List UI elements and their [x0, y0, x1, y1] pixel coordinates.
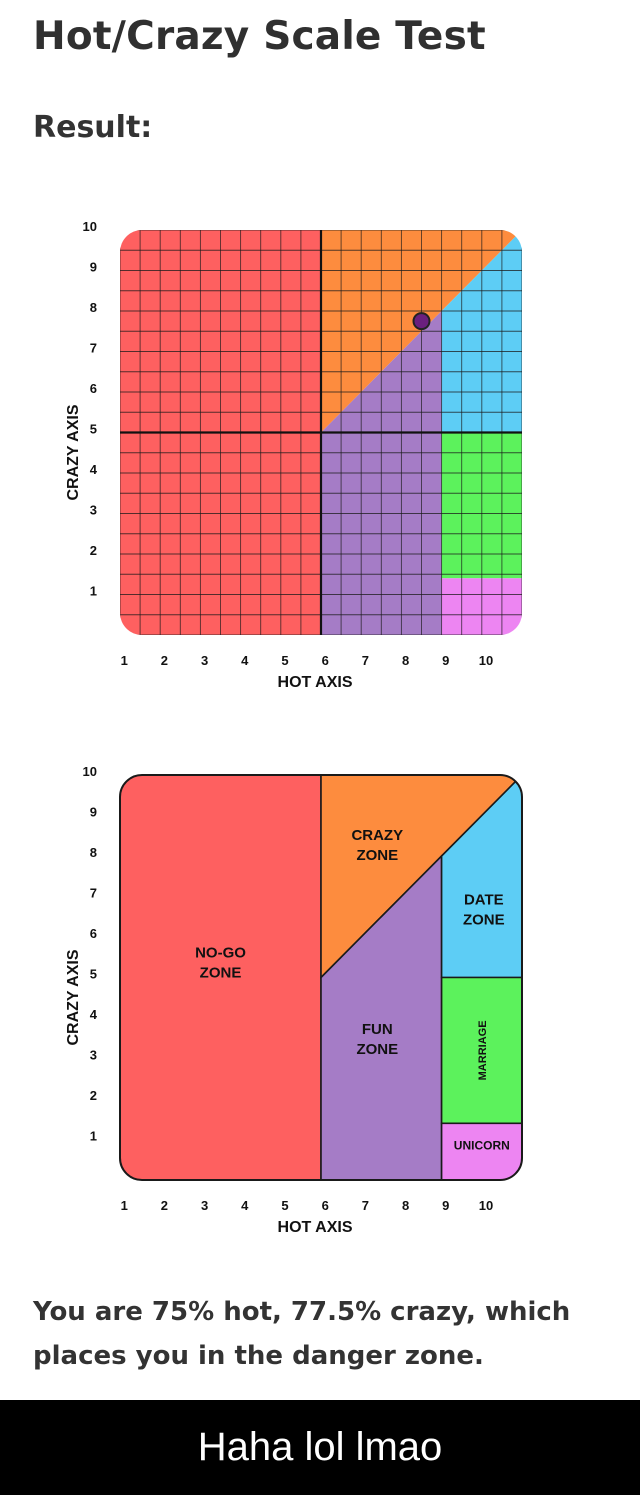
hot-crazy-zone-chart: NO-GO ZONE CRAZY ZONE FUN ZONE DATE ZONE MARRIAG… [65, 764, 523, 1236]
chart1-x-tick-label: 9 [442, 653, 449, 668]
chart1-x-tick-label: 7 [362, 653, 369, 668]
chart1-y-tick-label: 6 [90, 381, 97, 396]
chart1-x-tick-label: 8 [402, 653, 409, 668]
chart1-x-tick-label: 3 [201, 653, 208, 668]
chart1-y-tick-label: 3 [90, 503, 97, 518]
chart2-x-tick-label: 4 [241, 1198, 249, 1213]
chart2-y-tick-label: 3 [90, 1048, 97, 1063]
chart1-x-tick-label: 10 [479, 653, 493, 668]
chart2-y-tick-label: 7 [90, 886, 97, 901]
chart1-plot-area [120, 230, 522, 635]
chart2-y-axis-label: CRAZY AXIS [65, 949, 82, 1045]
chart1-result-point [412, 312, 431, 331]
result-text: You are 75% hot, 77.5% crazy, which plac… [33, 1297, 571, 1371]
chart1-x-tick-label: 4 [241, 653, 249, 668]
chart2-zone-label-fun: FUN [362, 1021, 393, 1038]
chart2-y-tick-label: 6 [90, 926, 97, 941]
chart1-x-tick-label: 5 [281, 653, 288, 668]
chart2-plot-area [120, 775, 522, 1180]
chart2-x-tick-label: 10 [479, 1198, 493, 1213]
chart2-x-tick-label: 3 [201, 1198, 208, 1213]
chart1-y-tick-label: 8 [90, 300, 97, 315]
chart1-y-tick-label: 4 [90, 462, 98, 477]
chart2-x-tick-label: 5 [281, 1198, 288, 1213]
chart2-zone-label-crazy: ZONE [356, 847, 398, 864]
hot-crazy-grid-chart: 1 2 3 4 5 6 7 8 9 10 1 2 3 4 5 6 7 8 9 10 HOT AXIS CRAZY AXIS [65, 219, 522, 691]
chart2-zone-label-no-go: NO-GO [195, 944, 246, 961]
chart2-zone-label-fun: ZONE [356, 1041, 398, 1058]
chart2-x-tick-label: 9 [442, 1198, 449, 1213]
chart1-y-tick-label: 5 [90, 422, 97, 437]
chart2-zone-label-no-go: ZONE [200, 964, 242, 981]
chart2-x-tick-label: 7 [362, 1198, 369, 1213]
caption-text: Haha lol lmao [197, 1425, 443, 1469]
chart2-y-tick-label: 2 [90, 1088, 97, 1103]
chart1-y-tick-label: 7 [90, 341, 97, 356]
chart1-y-tick-label: 2 [90, 543, 97, 558]
page-title: Hot/Crazy Scale Test [33, 14, 486, 59]
chart2-x-tick-label: 1 [121, 1198, 128, 1213]
chart1-x-tick-label: 2 [161, 653, 168, 668]
chart2-zone-label-date: DATE [464, 892, 504, 909]
chart2-x-tick-label: 6 [322, 1198, 329, 1213]
chart1-x-tick-label: 6 [322, 653, 329, 668]
chart2-zone-label-unicorn: UNICORN [454, 1139, 510, 1153]
chart2-y-tick-label: 1 [90, 1129, 97, 1144]
chart2-x-tick-label: 8 [402, 1198, 409, 1213]
result-label: Result: [33, 110, 153, 145]
chart2-zone-no-go [120, 775, 322, 1180]
chart2-x-tick-label: 2 [161, 1198, 168, 1213]
chart2-y-tick-label: 4 [90, 1007, 98, 1022]
chart2-zone-label-crazy: CRAZY [351, 827, 403, 844]
chart1-y-axis-label: CRAZY AXIS [65, 404, 82, 500]
chart2-y-tick-label: 9 [90, 805, 97, 820]
chart1-x-tick-label: 1 [121, 653, 128, 668]
chart2-y-tick-label: 8 [90, 845, 97, 860]
chart2-zone-unicorn [440, 1122, 522, 1180]
chart2-zone-label-marriage: MARRIAGE [477, 1020, 489, 1080]
chart2-border [119, 774, 523, 1181]
caption-bar: Haha lol lmao [0, 1400, 640, 1495]
chart2-zone-label-date: ZONE [463, 912, 505, 929]
chart2-y-tick-label: 5 [90, 967, 97, 982]
chart1-y-tick-label: 9 [90, 260, 97, 275]
chart2-y-tick-label: 10 [83, 764, 97, 779]
chart1-y-tick-label: 10 [83, 219, 97, 234]
chart1-y-tick-label: 1 [90, 584, 97, 599]
chart1-x-axis-label: HOT AXIS [278, 674, 353, 691]
chart2-x-axis-label: HOT AXIS [278, 1219, 353, 1236]
